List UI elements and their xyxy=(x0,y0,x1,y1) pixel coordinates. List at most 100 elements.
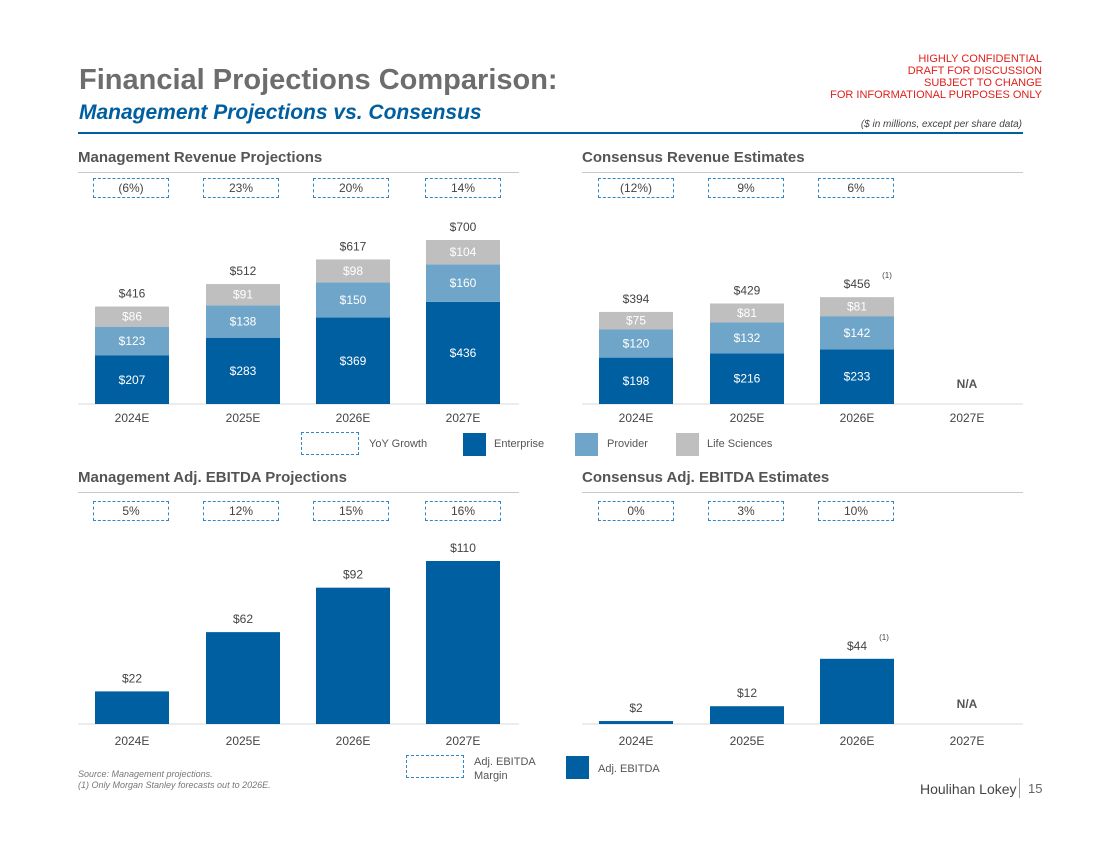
margin-box: 12% xyxy=(203,501,279,521)
x-tick-label: 2027E xyxy=(446,734,481,748)
growth-box: 6% xyxy=(818,178,894,198)
bar-adj-ebitda xyxy=(95,691,169,724)
total-label: $416 xyxy=(119,287,146,301)
growth-box: 23% xyxy=(203,178,279,198)
legend-life-sciences-swatch xyxy=(676,433,699,456)
margin-box: 10% xyxy=(818,501,894,521)
bar-adj-ebitda xyxy=(710,706,784,724)
growth-box: 9% xyxy=(708,178,784,198)
data-label: $138 xyxy=(230,315,257,329)
total-label: $617 xyxy=(340,239,367,253)
margin-box: 0% xyxy=(598,501,674,521)
data-label: $160 xyxy=(450,276,477,290)
x-tick-label: 2026E xyxy=(840,411,875,425)
data-label: $369 xyxy=(340,354,367,368)
growth-box: 14% xyxy=(425,178,501,198)
legend-provider-label: Provider xyxy=(607,438,648,450)
source-line: Source: Management projections. xyxy=(78,769,271,780)
data-label: $150 xyxy=(340,293,367,307)
data-label: $207 xyxy=(119,373,146,387)
data-label: $12 xyxy=(737,686,757,700)
bar-adj-ebitda xyxy=(316,588,390,724)
data-label: $92 xyxy=(343,568,363,582)
total-label: $429 xyxy=(734,283,761,297)
data-label: $123 xyxy=(119,334,146,348)
data-label: $198 xyxy=(623,374,650,388)
x-tick-label: 2027E xyxy=(950,411,985,425)
data-label: $62 xyxy=(233,612,253,626)
footnote-mark: (1) xyxy=(882,271,892,280)
data-label: $98 xyxy=(343,264,363,278)
legend-provider-swatch xyxy=(575,433,598,456)
total-label: $456 xyxy=(844,277,871,291)
total-label: $700 xyxy=(450,220,477,234)
legend-growth-swatch xyxy=(301,432,359,455)
source-note: Source: Management projections. (1) Only… xyxy=(78,769,271,791)
section-divider xyxy=(582,172,1023,173)
data-label: $436 xyxy=(450,346,477,360)
legend-ebitda-label: Adj. EBITDA xyxy=(598,763,660,775)
data-label: $81 xyxy=(847,300,867,314)
title-divider xyxy=(78,132,1023,134)
x-tick-label: 2026E xyxy=(336,734,371,748)
company-logo: Houlihan Lokey xyxy=(920,781,1017,797)
data-label: $44 xyxy=(847,639,867,653)
margin-box: 5% xyxy=(93,501,169,521)
bar-adj-ebitda xyxy=(599,721,673,724)
footnote-mark: (1) xyxy=(879,633,889,642)
x-tick-label: 2024E xyxy=(619,734,654,748)
data-label: $142 xyxy=(844,326,871,340)
growth-box: (6%) xyxy=(93,178,169,198)
data-label: $120 xyxy=(623,337,650,351)
confidential-line: DRAFT FOR DISCUSSION xyxy=(830,65,1042,77)
mgmt-revenue-title: Management Revenue Projections xyxy=(78,149,322,166)
data-label: $2 xyxy=(629,701,643,715)
x-tick-label: 2024E xyxy=(115,411,150,425)
data-label: $132 xyxy=(734,331,761,345)
x-tick-label: 2025E xyxy=(730,734,765,748)
x-tick-label: 2025E xyxy=(226,411,261,425)
x-tick-label: 2026E xyxy=(840,734,875,748)
legend-growth-label: YoY Growth xyxy=(369,438,427,450)
legend-margin-swatch xyxy=(406,755,464,778)
confidential-notice: HIGHLY CONFIDENTIAL DRAFT FOR DISCUSSION… xyxy=(830,53,1042,101)
logo-divider xyxy=(1019,778,1020,798)
x-tick-label: 2025E xyxy=(730,411,765,425)
legend-enterprise-label: Enterprise xyxy=(494,438,544,450)
margin-box: 15% xyxy=(313,501,389,521)
confidential-line: SUBJECT TO CHANGE xyxy=(830,77,1042,89)
data-label: $22 xyxy=(122,671,142,685)
legend-margin-label: Adj. EBITDA Margin xyxy=(474,755,544,783)
mgmt-revenue-chart: $207 $123 $86 $416 2024E $283 $138 $91 $512 2025E… xyxy=(78,210,519,435)
consensus-revenue-chart: $198$120$75$3942024E$216$132$81$4292025E… xyxy=(582,210,1023,435)
margin-box: 3% xyxy=(708,501,784,521)
section-divider xyxy=(582,492,1023,493)
data-label: $91 xyxy=(233,288,253,302)
section-divider xyxy=(78,172,519,173)
data-label: $216 xyxy=(734,372,761,386)
total-label: $512 xyxy=(230,264,257,278)
page-title: Financial Projections Comparison: xyxy=(79,64,558,97)
legend-ebitda-swatch xyxy=(566,756,589,779)
mgmt-ebitda-chart: $22 2024E $62 2025E $92 2026E $110 2027E xyxy=(78,535,519,755)
consensus-revenue-title: Consensus Revenue Estimates xyxy=(582,149,805,166)
x-tick-label: 2025E xyxy=(226,734,261,748)
data-label: $86 xyxy=(122,310,142,324)
bar-adj-ebitda xyxy=(206,632,280,724)
data-label: $283 xyxy=(230,364,257,378)
x-tick-label: 2024E xyxy=(619,411,654,425)
total-label: $394 xyxy=(623,292,650,306)
na-label: N/A xyxy=(957,377,978,391)
growth-box: (12%) xyxy=(598,178,674,198)
consensus-ebitda-title: Consensus Adj. EBITDA Estimates xyxy=(582,469,829,486)
units-note: ($ in millions, except per share data) xyxy=(861,119,1022,130)
data-label: $104 xyxy=(450,245,477,259)
growth-box: 20% xyxy=(313,178,389,198)
x-tick-label: 2027E xyxy=(950,734,985,748)
section-divider xyxy=(78,492,519,493)
confidential-line: FOR INFORMATIONAL PURPOSES ONLY xyxy=(830,89,1042,101)
bar-adj-ebitda xyxy=(426,561,500,724)
data-label: $110 xyxy=(450,541,476,555)
bar-adj-ebitda xyxy=(820,659,894,724)
x-tick-label: 2027E xyxy=(446,411,481,425)
